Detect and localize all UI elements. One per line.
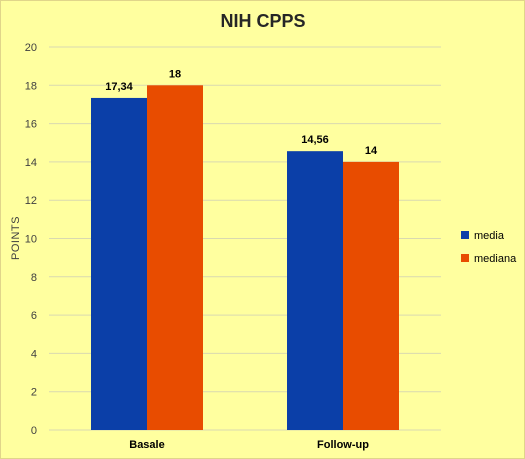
data-labels: 17,34 18 14,56 14 [105, 68, 378, 157]
data-label: 17,34 [105, 81, 133, 93]
legend-swatch-media [461, 231, 469, 239]
y-tick-label: 0 [31, 425, 37, 437]
bar-mediana-follow-up [343, 161, 399, 430]
y-tick-label: 8 [31, 272, 37, 284]
y-tick-label: 12 [25, 195, 37, 207]
y-axis-ticks: 0 2 4 6 8 10 12 14 16 18 20 [25, 42, 37, 437]
legend-label-mediana: mediana [474, 253, 517, 265]
data-label: 18 [169, 68, 181, 80]
chart-title: NIH CPPS [220, 11, 305, 31]
y-axis-title: POINTS [10, 216, 22, 260]
legend: media mediana [461, 230, 517, 265]
data-label: 14 [365, 145, 378, 157]
y-tick-label: 4 [31, 348, 37, 360]
bar-media-follow-up [287, 151, 343, 430]
x-tick-label: Basale [129, 439, 164, 451]
data-label: 14,56 [301, 134, 329, 146]
bars [91, 85, 399, 431]
legend-swatch-mediana [461, 254, 469, 262]
y-tick-label: 16 [25, 119, 37, 131]
y-tick-label: 2 [31, 387, 37, 399]
y-tick-label: 14 [25, 157, 37, 169]
x-axis-ticks: Basale Follow-up [129, 439, 369, 451]
bar-mediana-basale [147, 85, 203, 431]
x-tick-label: Follow-up [317, 439, 369, 451]
bar-media-basale [91, 97, 147, 431]
y-tick-label: 20 [25, 42, 37, 54]
y-tick-label: 18 [25, 80, 37, 92]
y-tick-label: 10 [25, 234, 37, 246]
y-tick-label: 6 [31, 310, 37, 322]
legend-label-media: media [474, 230, 505, 242]
